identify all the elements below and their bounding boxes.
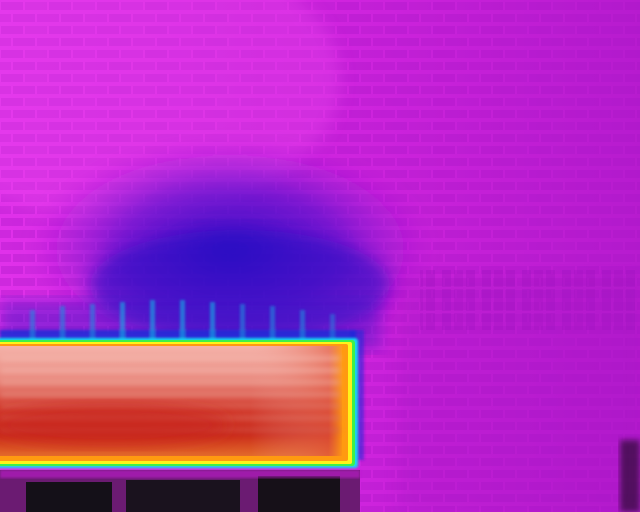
hot-core	[0, 403, 230, 447]
window-pane-1	[26, 482, 112, 512]
right-wall-shade	[400, 280, 640, 512]
right-bottom-dark	[620, 440, 640, 512]
window-pane-2	[126, 480, 240, 512]
window-pane-3	[258, 476, 340, 512]
lower-windows	[0, 470, 360, 512]
heated-panel-right-edge	[250, 346, 342, 456]
